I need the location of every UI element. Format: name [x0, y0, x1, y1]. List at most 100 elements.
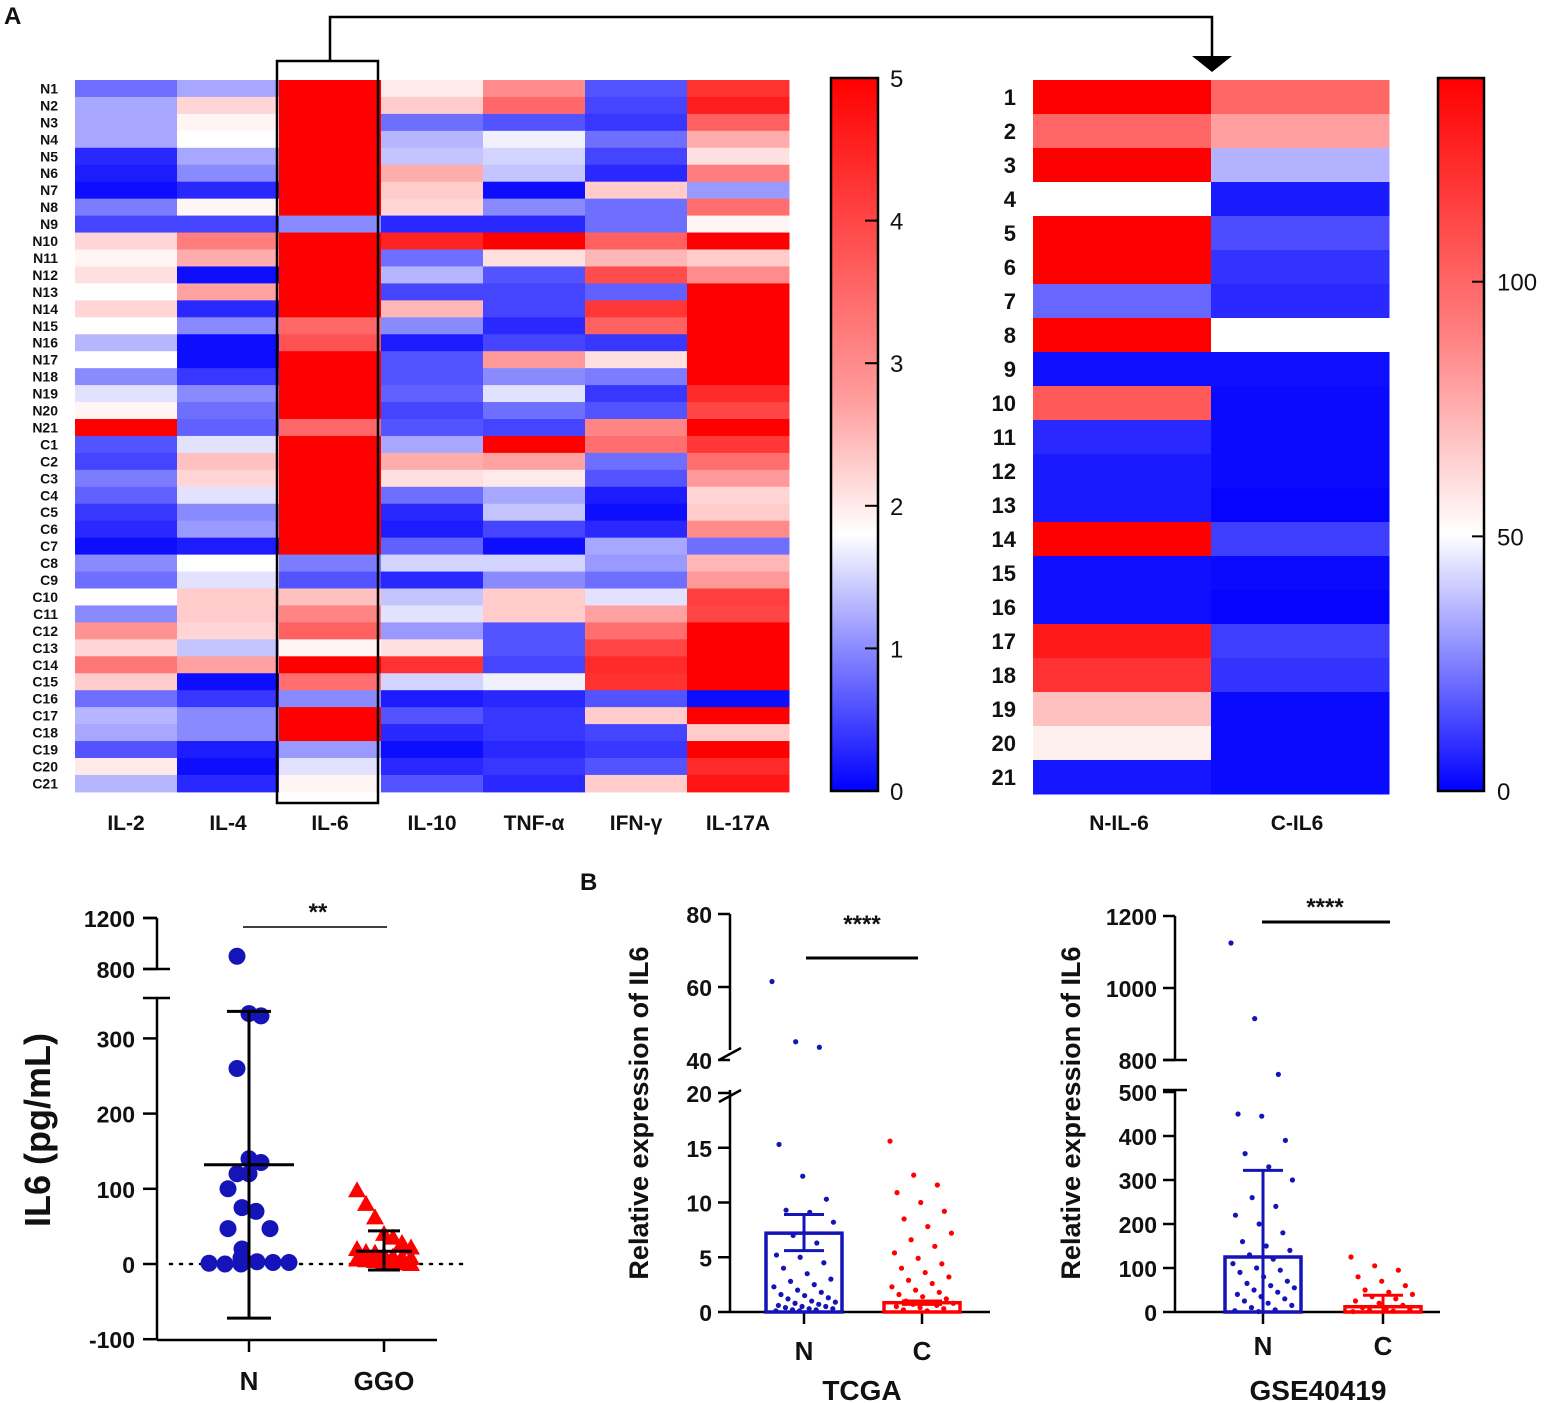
heatmap-cell: [75, 130, 178, 149]
il6-highlight-box: [275, 59, 380, 805]
heatmap-cell: [177, 317, 280, 335]
data-point-n: [1228, 940, 1234, 946]
paired-heatmap-column-labels: N-IL-6 C-IL6: [1089, 812, 1323, 835]
heatmap-cell: [75, 554, 178, 573]
heatmap-cell: [75, 317, 178, 335]
heatmap-cell: [75, 503, 178, 522]
data-point-c: [1350, 1308, 1356, 1315]
heatmap-cell: [279, 351, 382, 369]
heatmap-cell: [279, 419, 382, 437]
heatmap-cell: [1033, 420, 1212, 455]
heatmap-cell: [279, 249, 382, 267]
heatmap-cell: [75, 741, 178, 759]
row-label: C15: [32, 674, 58, 690]
significance-label: ****: [1306, 894, 1344, 921]
row-label: N13: [32, 284, 58, 300]
heatmap-cell: [279, 758, 382, 776]
heatmap-cell: [381, 147, 484, 166]
data-point-n: [780, 1265, 787, 1271]
heatmap-cell: [1211, 658, 1390, 693]
heatmap-cell: [1211, 488, 1390, 523]
heatmap-cell: [483, 385, 586, 403]
y-tick-label: 800: [97, 957, 135, 983]
y-tick-label: 500: [1119, 1080, 1157, 1106]
data-point-n: [248, 1253, 266, 1271]
data-point-c: [905, 1277, 912, 1283]
row-label: C13: [32, 640, 58, 656]
data-point-c: [1372, 1263, 1378, 1269]
heatmap-cell: [381, 435, 484, 454]
data-point-n: [280, 1253, 298, 1271]
data-point-n: [232, 1255, 250, 1273]
heatmap-cell: [177, 113, 280, 132]
row-label: C9: [40, 572, 58, 588]
heatmap-cell: [381, 113, 484, 132]
column-label: C-IL6: [1271, 812, 1324, 835]
data-point-c: [889, 1284, 895, 1290]
heatmap-cell: [177, 368, 280, 386]
heatmap-cell: [687, 147, 790, 166]
data-point-c: [946, 1274, 952, 1280]
heatmap-cell: [687, 368, 790, 386]
data-point-n: [1284, 1278, 1290, 1284]
row-label: 11: [993, 425, 1016, 450]
column-label: IL-6: [311, 812, 348, 835]
il6-serum-chart: -100 0 100 200 300 800 1200 ** N GGO IL6 (pg/m…: [17, 899, 472, 1396]
heatmap-cell: [381, 486, 484, 505]
heatmap-cell: [1033, 590, 1212, 625]
heatmap-cell: [177, 537, 280, 556]
row-label: N8: [40, 199, 58, 215]
panel-label-a: A: [4, 3, 21, 30]
data-point-n: [1263, 1243, 1269, 1249]
heatmap-cell: [585, 554, 688, 573]
heatmap-cell: [279, 232, 382, 250]
heatmap-cell: [483, 690, 586, 708]
heatmap-cell: [483, 164, 586, 183]
heatmap-cell: [1033, 250, 1212, 285]
y-tick-label: 20: [686, 1081, 712, 1107]
data-point-c: [941, 1208, 948, 1214]
y-tick-label: 400: [1119, 1124, 1157, 1150]
heatmap-cell: [177, 639, 280, 657]
row-label: C14: [32, 657, 58, 673]
heatmap-cell: [687, 164, 790, 183]
heatmap-cell: [177, 571, 280, 589]
heatmap-cell: [687, 486, 790, 505]
heatmap-cell: [75, 639, 178, 657]
heatmap-cell: [381, 80, 484, 98]
data-point-c: [908, 1237, 914, 1243]
row-label: 13: [992, 493, 1016, 518]
data-point-n: [769, 978, 775, 985]
y-tick-label: 800: [1119, 1048, 1157, 1074]
heatmap-cell: [177, 232, 280, 250]
heatmap-cell: [687, 452, 790, 471]
data-point-n: [771, 1284, 777, 1290]
heatmap-cell: [177, 266, 280, 284]
heatmap-cell: [585, 435, 688, 454]
heatmap-cell: [381, 215, 484, 234]
data-point-c: [1409, 1291, 1416, 1297]
data-point-n: [1242, 1151, 1248, 1157]
row-label: N2: [40, 97, 58, 113]
heatmap-cell: [177, 215, 280, 234]
heatmap-cell: [381, 249, 484, 267]
heatmap-cell: [279, 435, 382, 454]
heatmap-row-labels: N1N2N3N4N5N6N7N8N9N10N11N12N13N14N15N16N…: [32, 80, 58, 791]
heatmap-cell: [381, 283, 484, 301]
heatmap-cell: [1033, 658, 1212, 693]
heatmap-cell: [279, 283, 382, 301]
heatmap-cell: [75, 164, 178, 183]
y-axis-label: Relative expression of IL6: [624, 946, 654, 1279]
row-label: C21: [32, 775, 58, 791]
heatmap-cell: [381, 96, 484, 115]
heatmap-cell: [687, 266, 790, 284]
heatmap-cell: [75, 605, 178, 623]
x-label-ggo: GGO: [354, 1366, 415, 1396]
heatmap-cell: [381, 537, 484, 556]
data-point-n: [795, 1287, 801, 1293]
heatmap-cell: [483, 537, 586, 556]
heatmap-cell: [585, 520, 688, 539]
heatmap-cell: [687, 656, 790, 674]
heatmap-cell: [279, 554, 382, 573]
heatmap-cell: [1211, 386, 1390, 421]
